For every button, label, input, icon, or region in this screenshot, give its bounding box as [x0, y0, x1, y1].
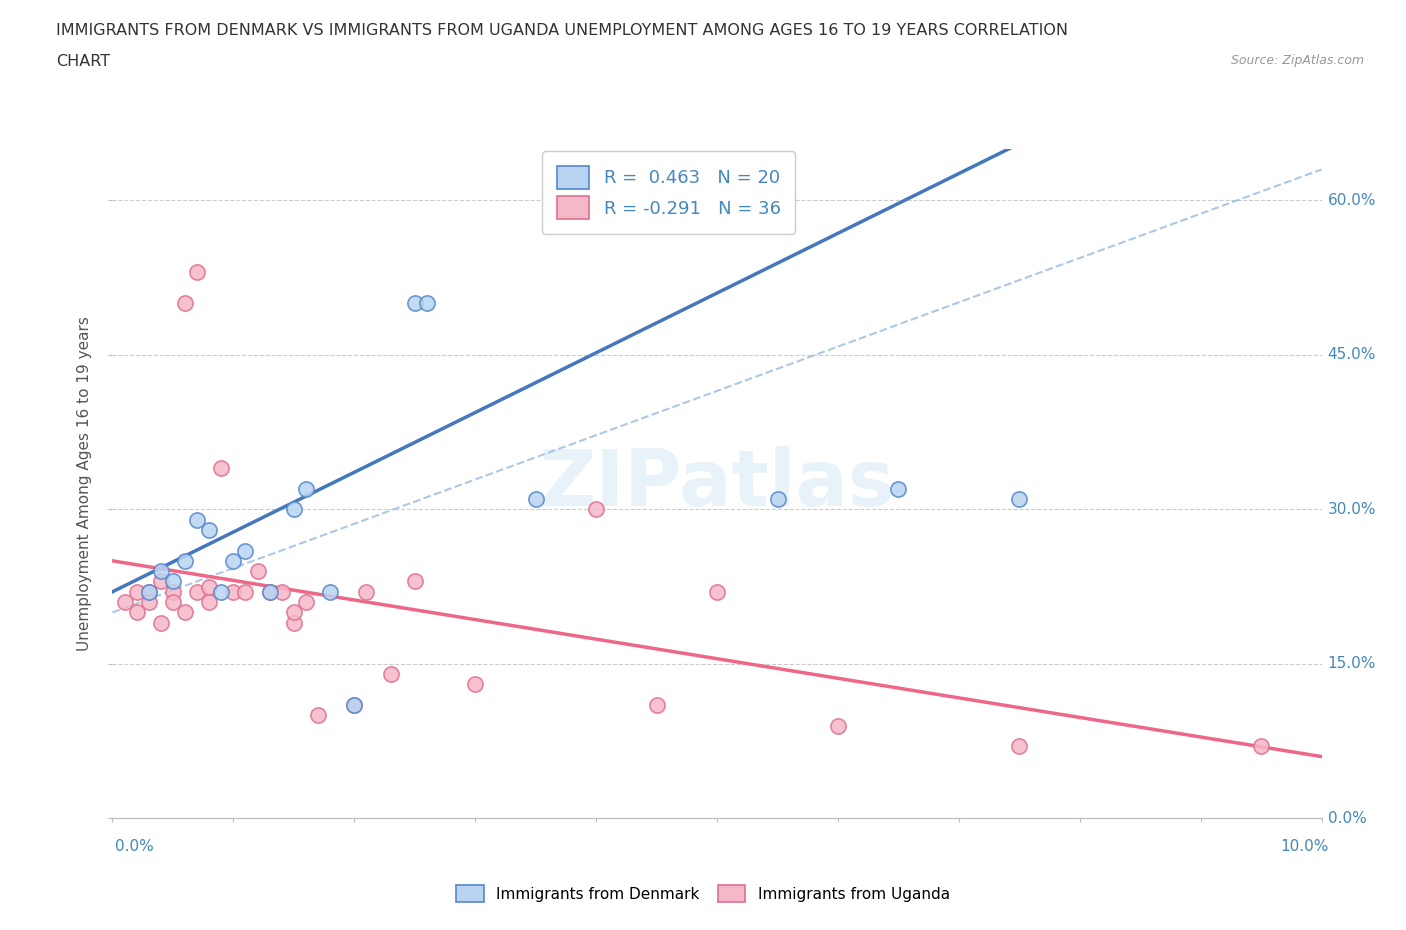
Point — [1250, 738, 1272, 753]
Point — [259, 584, 281, 599]
Point — [138, 584, 160, 599]
Point — [174, 296, 197, 311]
Point — [295, 482, 318, 497]
Point — [1008, 492, 1031, 507]
Point — [404, 574, 426, 589]
Text: 15.0%: 15.0% — [1327, 657, 1376, 671]
Point — [186, 512, 208, 527]
Point — [1008, 738, 1031, 753]
Point — [283, 604, 305, 619]
Point — [416, 296, 439, 311]
Point — [209, 460, 232, 475]
Text: 10.0%: 10.0% — [1281, 839, 1329, 854]
Point — [283, 616, 305, 631]
Point — [283, 502, 305, 517]
Text: CHART: CHART — [56, 54, 110, 69]
Text: 45.0%: 45.0% — [1327, 347, 1376, 363]
Point — [209, 584, 232, 599]
Point — [198, 523, 221, 538]
Text: 0.0%: 0.0% — [115, 839, 155, 854]
Point — [125, 604, 148, 619]
Point — [295, 594, 318, 609]
Point — [356, 584, 378, 599]
Point — [114, 594, 136, 609]
Point — [186, 584, 208, 599]
Point — [235, 584, 257, 599]
Text: 0.0%: 0.0% — [1327, 811, 1367, 826]
Point — [198, 579, 221, 594]
Legend: Immigrants from Denmark, Immigrants from Uganda: Immigrants from Denmark, Immigrants from… — [450, 879, 956, 909]
Point — [343, 698, 366, 712]
Point — [585, 502, 607, 517]
Point — [222, 584, 245, 599]
Point — [645, 698, 668, 712]
Point — [125, 584, 148, 599]
Legend: R =  0.463   N = 20, R = -0.291   N = 36: R = 0.463 N = 20, R = -0.291 N = 36 — [543, 152, 796, 233]
Point — [174, 604, 197, 619]
Point — [259, 584, 281, 599]
Text: IMMIGRANTS FROM DENMARK VS IMMIGRANTS FROM UGANDA UNEMPLOYMENT AMONG AGES 16 TO : IMMIGRANTS FROM DENMARK VS IMMIGRANTS FR… — [56, 23, 1069, 38]
Point — [524, 492, 547, 507]
Point — [706, 584, 728, 599]
Point — [198, 594, 221, 609]
Y-axis label: Unemployment Among Ages 16 to 19 years: Unemployment Among Ages 16 to 19 years — [77, 316, 93, 651]
Point — [307, 708, 329, 723]
Point — [174, 553, 197, 568]
Point — [464, 677, 486, 692]
Point — [235, 543, 257, 558]
Point — [827, 718, 849, 733]
Text: Source: ZipAtlas.com: Source: ZipAtlas.com — [1230, 54, 1364, 67]
Point — [319, 584, 342, 599]
Point — [162, 584, 184, 599]
Point — [887, 482, 910, 497]
Point — [766, 492, 789, 507]
Text: 60.0%: 60.0% — [1327, 193, 1376, 207]
Point — [162, 574, 184, 589]
Text: 30.0%: 30.0% — [1327, 502, 1376, 517]
Point — [149, 564, 172, 578]
Point — [404, 296, 426, 311]
Point — [138, 584, 160, 599]
Point — [222, 553, 245, 568]
Point — [186, 265, 208, 280]
Point — [343, 698, 366, 712]
Point — [270, 584, 292, 599]
Point — [162, 594, 184, 609]
Point — [149, 616, 172, 631]
Point — [138, 594, 160, 609]
Point — [149, 574, 172, 589]
Text: ZIPatlas: ZIPatlas — [540, 445, 894, 522]
Point — [246, 564, 269, 578]
Point — [380, 667, 402, 682]
